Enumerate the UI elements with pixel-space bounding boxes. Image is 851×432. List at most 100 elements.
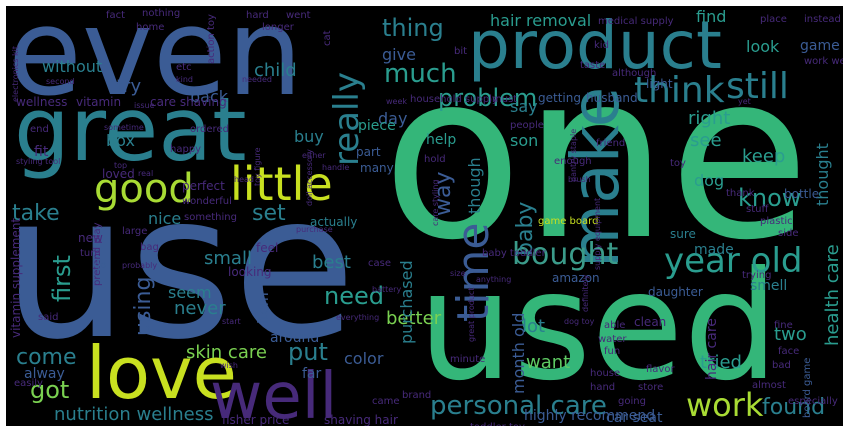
word-car-seat: car seat xyxy=(606,410,663,426)
word-many: many xyxy=(360,161,394,175)
word-real: real xyxy=(138,169,153,178)
word-say: say xyxy=(510,97,538,116)
word-toy-figure: toy figure xyxy=(253,147,262,186)
word-handle: handle xyxy=(322,163,349,172)
word-year-old: year old xyxy=(664,241,803,281)
word-thought: thought xyxy=(813,143,832,206)
word-tried: tried xyxy=(700,352,742,373)
word-instead: instead xyxy=(804,14,841,25)
word-actually: actually xyxy=(310,215,357,229)
word-care-shaving: care shaving xyxy=(150,95,227,109)
word-definitely: definitely xyxy=(581,274,590,312)
word-item: item xyxy=(256,292,272,324)
word-longer: longer xyxy=(262,22,295,33)
word-case: case xyxy=(368,258,391,269)
word-hand: hand xyxy=(590,382,615,393)
word-made: made xyxy=(694,242,734,258)
word-easily: easily xyxy=(14,378,43,389)
word-clean: clean xyxy=(634,315,666,329)
word-toy: toy xyxy=(670,158,686,169)
word-cloud: oneuseevenusedproductgreatlovewellmakeli… xyxy=(6,6,843,426)
word-second: second xyxy=(46,77,75,86)
word-dog: dog xyxy=(694,171,724,190)
word-care-styling: care styling xyxy=(431,179,440,226)
word-better: better xyxy=(386,308,442,329)
word-bit: bit xyxy=(454,46,467,57)
word-way: way xyxy=(431,172,456,217)
word-especially: especially xyxy=(788,396,838,407)
word-looking: looking xyxy=(228,265,272,279)
word-board-game: board game xyxy=(802,358,813,418)
word-vitamin: vitamin xyxy=(76,95,121,109)
word-first: first xyxy=(48,255,76,302)
word-getting: getting xyxy=(538,91,581,105)
word-need: need xyxy=(324,282,384,310)
word-perfect: perfect xyxy=(182,179,225,193)
word-said: said xyxy=(38,312,58,323)
word-plastic: plastic xyxy=(760,216,793,227)
word-probably: probably xyxy=(122,261,157,270)
word-seem: seem xyxy=(168,283,212,302)
word-place: place xyxy=(760,14,787,25)
word-baby-toddler: baby toddler xyxy=(482,248,547,259)
word-everything: everything xyxy=(336,313,379,322)
word-even: even xyxy=(8,6,303,123)
word-skin-care: skin care xyxy=(186,342,267,363)
word-fact: fact xyxy=(106,10,125,21)
word-know: know xyxy=(738,184,801,212)
word-day: day xyxy=(378,109,407,128)
word-box: box xyxy=(106,131,135,150)
word-much: much xyxy=(384,59,457,89)
word-needed: needed xyxy=(242,75,272,84)
word-though: though xyxy=(465,157,484,214)
word-side: side xyxy=(778,228,799,239)
word-health-care: health care xyxy=(822,244,843,346)
word-house: house xyxy=(590,368,620,379)
word-husband: husband xyxy=(586,91,638,105)
word-well: well xyxy=(210,360,337,426)
word-bad: bad xyxy=(772,360,791,371)
word-bag: bag xyxy=(140,242,159,253)
word-alway: alway xyxy=(24,366,65,382)
word-home: home xyxy=(136,22,164,33)
word-bought: bought xyxy=(512,237,618,272)
word-using: using xyxy=(131,277,156,336)
word-either: either xyxy=(302,151,326,160)
word-vitamin-supplement: vitamin supplement xyxy=(9,218,23,338)
word-see: see xyxy=(690,130,722,151)
word-thing: thing xyxy=(382,14,444,42)
word-month-old: month old xyxy=(509,313,528,394)
word-something: something xyxy=(184,212,237,223)
word-amazon: amazon xyxy=(552,271,600,285)
word-think: think xyxy=(634,70,725,111)
word-color: color xyxy=(344,349,384,368)
word-although: although xyxy=(612,68,656,79)
word-love: love xyxy=(86,331,237,415)
word-yet: yet xyxy=(738,97,751,106)
word-etc: etc xyxy=(176,62,192,73)
word-great: great xyxy=(14,78,247,181)
word-came: came xyxy=(372,396,400,407)
word-great-product: great product xyxy=(467,288,476,342)
word-styling-tool: styling tool xyxy=(16,157,60,166)
word-large: large xyxy=(122,226,147,237)
word-nice: nice xyxy=(148,209,181,228)
word-face: face xyxy=(778,346,799,357)
word-small: small xyxy=(204,248,252,269)
word-week: week xyxy=(386,97,407,106)
word-brand: brand xyxy=(402,390,431,401)
word-wonderful: wonderful xyxy=(182,196,232,207)
word-cat: cat xyxy=(322,30,333,46)
word-loved: loved xyxy=(102,167,135,181)
word-purchased: purchased xyxy=(397,260,416,344)
word-fisher-price: fisher price xyxy=(222,413,289,426)
word-use: use xyxy=(6,151,356,384)
word-fun: fun xyxy=(604,346,620,357)
word-wish: wish xyxy=(220,361,238,370)
word-top: top xyxy=(114,161,127,170)
word-put: put xyxy=(288,338,328,366)
word-problem: problem xyxy=(438,84,537,112)
word-never: never xyxy=(174,298,226,319)
word-store: store xyxy=(638,382,663,393)
word-hold: hold xyxy=(424,154,446,165)
